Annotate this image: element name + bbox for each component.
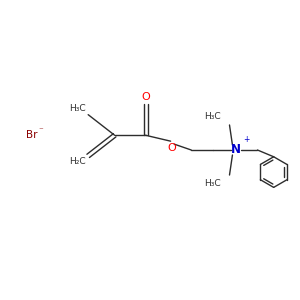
Text: O: O [168, 142, 176, 153]
Text: H₃C: H₃C [204, 179, 221, 188]
Text: N: N [230, 143, 240, 157]
Text: ⁻: ⁻ [39, 126, 44, 135]
Text: H₂C: H₂C [69, 158, 86, 166]
Text: H₃C: H₃C [69, 104, 86, 113]
Text: H₃C: H₃C [204, 112, 221, 121]
Text: +: + [243, 135, 249, 144]
Text: Br: Br [26, 130, 38, 140]
Text: O: O [141, 92, 150, 102]
